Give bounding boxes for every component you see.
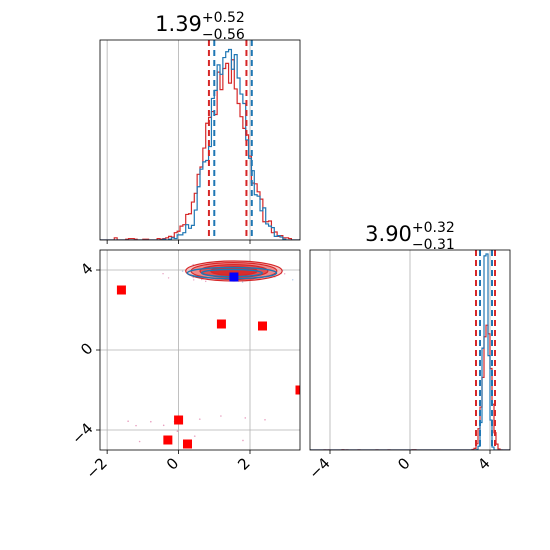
sample-point [167,277,170,279]
outlier-marker [174,415,184,425]
sample-point [292,279,294,281]
grid-lines [106,40,251,244]
x-tick-label: 4 [474,454,493,473]
title-param1: 1.39+0.52 −0.56 [155,10,245,43]
title-param2-plus: +0.32 [412,220,455,236]
truth-marker [229,272,239,282]
x-ticks: −2 0 2 [82,450,254,483]
sample-point [176,430,179,433]
y-ticks: −4 0 4 [68,259,100,448]
sample-point [150,420,152,423]
sample-point [264,418,266,421]
y-tick-label: −4 [68,419,96,447]
truth-marker-square [229,272,239,282]
outlier-marker [163,435,173,445]
x-ticks: −4 0 4 [305,450,494,483]
x-tick-label: 2 [234,454,253,473]
sample-point [205,280,207,283]
histogram-b [100,59,300,240]
sample-points [127,263,294,445]
sample-point [192,276,194,279]
sample-point [244,417,247,419]
outlier-marker [258,321,267,331]
x-tick-label: −2 [82,454,110,482]
title-param2-minus: −0.31 [412,237,455,253]
title-param2-value: 3.90 [365,222,412,246]
sample-point [241,281,244,283]
sample-point [162,273,164,275]
panel-hist-param2: −4 0 4 3.90+0.32 −0.31 [305,220,511,483]
sample-point [193,279,195,281]
grid-lines [329,250,491,450]
title-param1-value: 1.39 [155,12,202,36]
outlier-markers [116,285,300,449]
title-param2: 3.90+0.32 −0.31 [365,220,455,253]
panel-2d-density: −4 0 4 −2 0 2 [68,249,301,483]
y-tick-label: 4 [77,259,96,278]
sample-point [181,270,184,272]
x-tick-label: 0 [394,454,413,473]
y-tick-label: 0 [77,339,96,358]
x-tick-label: 0 [163,454,182,473]
histogram-a [310,253,510,450]
sample-point [220,415,222,417]
sample-point [198,418,201,420]
outlier-marker [295,385,300,395]
sample-point [283,273,286,275]
outlier-marker [183,439,192,449]
histogram-series [100,48,300,240]
quantile-lines [475,250,496,450]
panel-hist-param1: 1.39+0.52 −0.56 [99,10,301,244]
sample-point [138,440,141,443]
x-tick-label: −4 [305,454,333,482]
sample-point [242,439,244,442]
sample-point [193,435,196,437]
title-param1-minus: −0.56 [202,27,245,43]
sample-point [135,424,137,427]
sample-point [127,420,129,423]
outlier-marker [116,285,126,295]
title-param1-plus: +0.52 [202,10,245,26]
panel-frame [99,39,301,241]
histogram-a [100,48,300,240]
sample-point [201,278,203,281]
sample-point [192,263,194,266]
outlier-marker [216,319,226,329]
sample-point [162,424,165,427]
grid-lines [100,250,300,450]
quantile-lines [207,40,253,240]
